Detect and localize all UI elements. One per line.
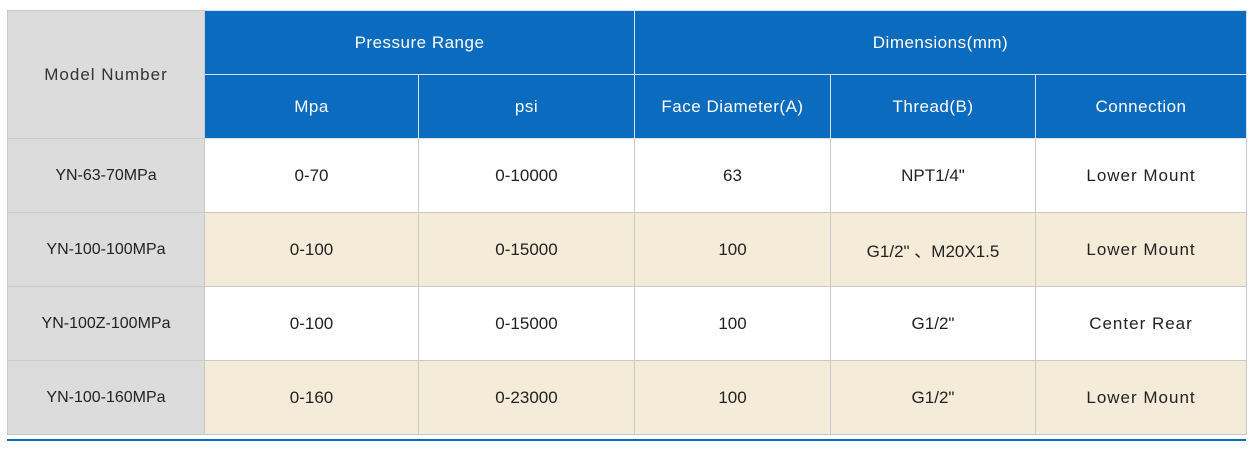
mpa-cell: 0-160	[204, 360, 419, 435]
psi-cell: 0-10000	[418, 138, 635, 213]
connection-cell: Lower Mount	[1034, 212, 1248, 287]
table-row: YN-100-100MPa 0-100 0-15000 100 G1/2" 、M…	[7, 212, 1248, 287]
face-diameter-cell: 100	[634, 360, 831, 435]
face-diameter-cell: 100	[634, 212, 831, 287]
thread-cell: G1/2" 、M20X1.5	[830, 212, 1036, 287]
connection-header: Connection	[1034, 74, 1248, 139]
table-row: YN-63-70MPa 0-70 0-10000 63 NPT1/4" Lowe…	[7, 138, 1248, 213]
thread-header: Thread(B)	[830, 74, 1036, 139]
pressure-range-header: Pressure Range	[204, 10, 635, 75]
table-row: YN-100Z-100MPa 0-100 0-15000 100 G1/2" C…	[7, 286, 1248, 361]
model-cell: YN-63-70MPa	[7, 138, 205, 213]
model-number-header: Model Number	[7, 10, 205, 139]
mpa-cell: 0-100	[204, 212, 419, 287]
face-diameter-cell: 63	[634, 138, 831, 213]
thread-cell: G1/2"	[830, 360, 1036, 435]
psi-cell: 0-15000	[418, 286, 635, 361]
psi-header: psi	[418, 74, 635, 139]
connection-cell: Center Rear	[1034, 286, 1248, 361]
face-diameter-header: Face Diameter(A)	[634, 74, 831, 139]
mpa-cell: 0-70	[204, 138, 419, 213]
connection-cell: Lower Mount	[1034, 360, 1248, 435]
model-cell: YN-100Z-100MPa	[7, 286, 205, 361]
header-row-top: Model Number Pressure Range Dimensions(m…	[7, 10, 1248, 139]
header-row-sub: Mpa psi Face Diameter(A) Thread(B) Conne…	[8, 74, 1248, 139]
mpa-cell: 0-100	[204, 286, 419, 361]
face-diameter-cell: 100	[634, 286, 831, 361]
model-cell: YN-100-160MPa	[7, 360, 205, 435]
thread-cell: G1/2"	[830, 286, 1036, 361]
psi-cell: 0-23000	[418, 360, 635, 435]
psi-cell: 0-15000	[418, 212, 635, 287]
thread-cell: NPT1/4"	[830, 138, 1036, 213]
table-row: YN-100-160MPa 0-160 0-23000 100 G1/2" Lo…	[7, 360, 1248, 435]
mpa-header: Mpa	[204, 74, 419, 139]
connection-cell: Lower Mount	[1034, 138, 1248, 213]
table-bottom-border	[7, 439, 1246, 441]
dimensions-header: Dimensions(mm)	[633, 10, 1248, 75]
model-cell: YN-100-100MPa	[7, 212, 205, 287]
spec-table: Model Number Pressure Range Dimensions(m…	[7, 10, 1248, 435]
